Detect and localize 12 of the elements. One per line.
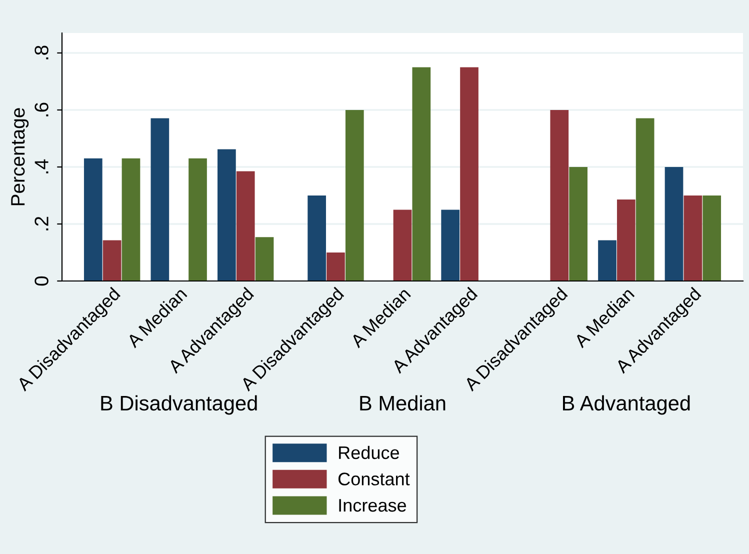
y-axis-title: Percentage: [11, 108, 29, 206]
y-tick-label: .6: [34, 102, 48, 116]
y-tick-label: .8: [34, 46, 48, 60]
y-tick-label: .2: [34, 216, 48, 230]
text: B Median: [360, 395, 446, 411]
legend-label: Reduce: [339, 446, 400, 460]
y-tick-label: 0: [34, 276, 48, 286]
legend-label: Increase: [339, 499, 406, 512]
y-tick-label: .4: [34, 159, 48, 174]
text: B Disadvantaged: [101, 395, 257, 415]
text: B Advantaged: [563, 395, 690, 415]
legend-label: Constant: [338, 472, 410, 486]
